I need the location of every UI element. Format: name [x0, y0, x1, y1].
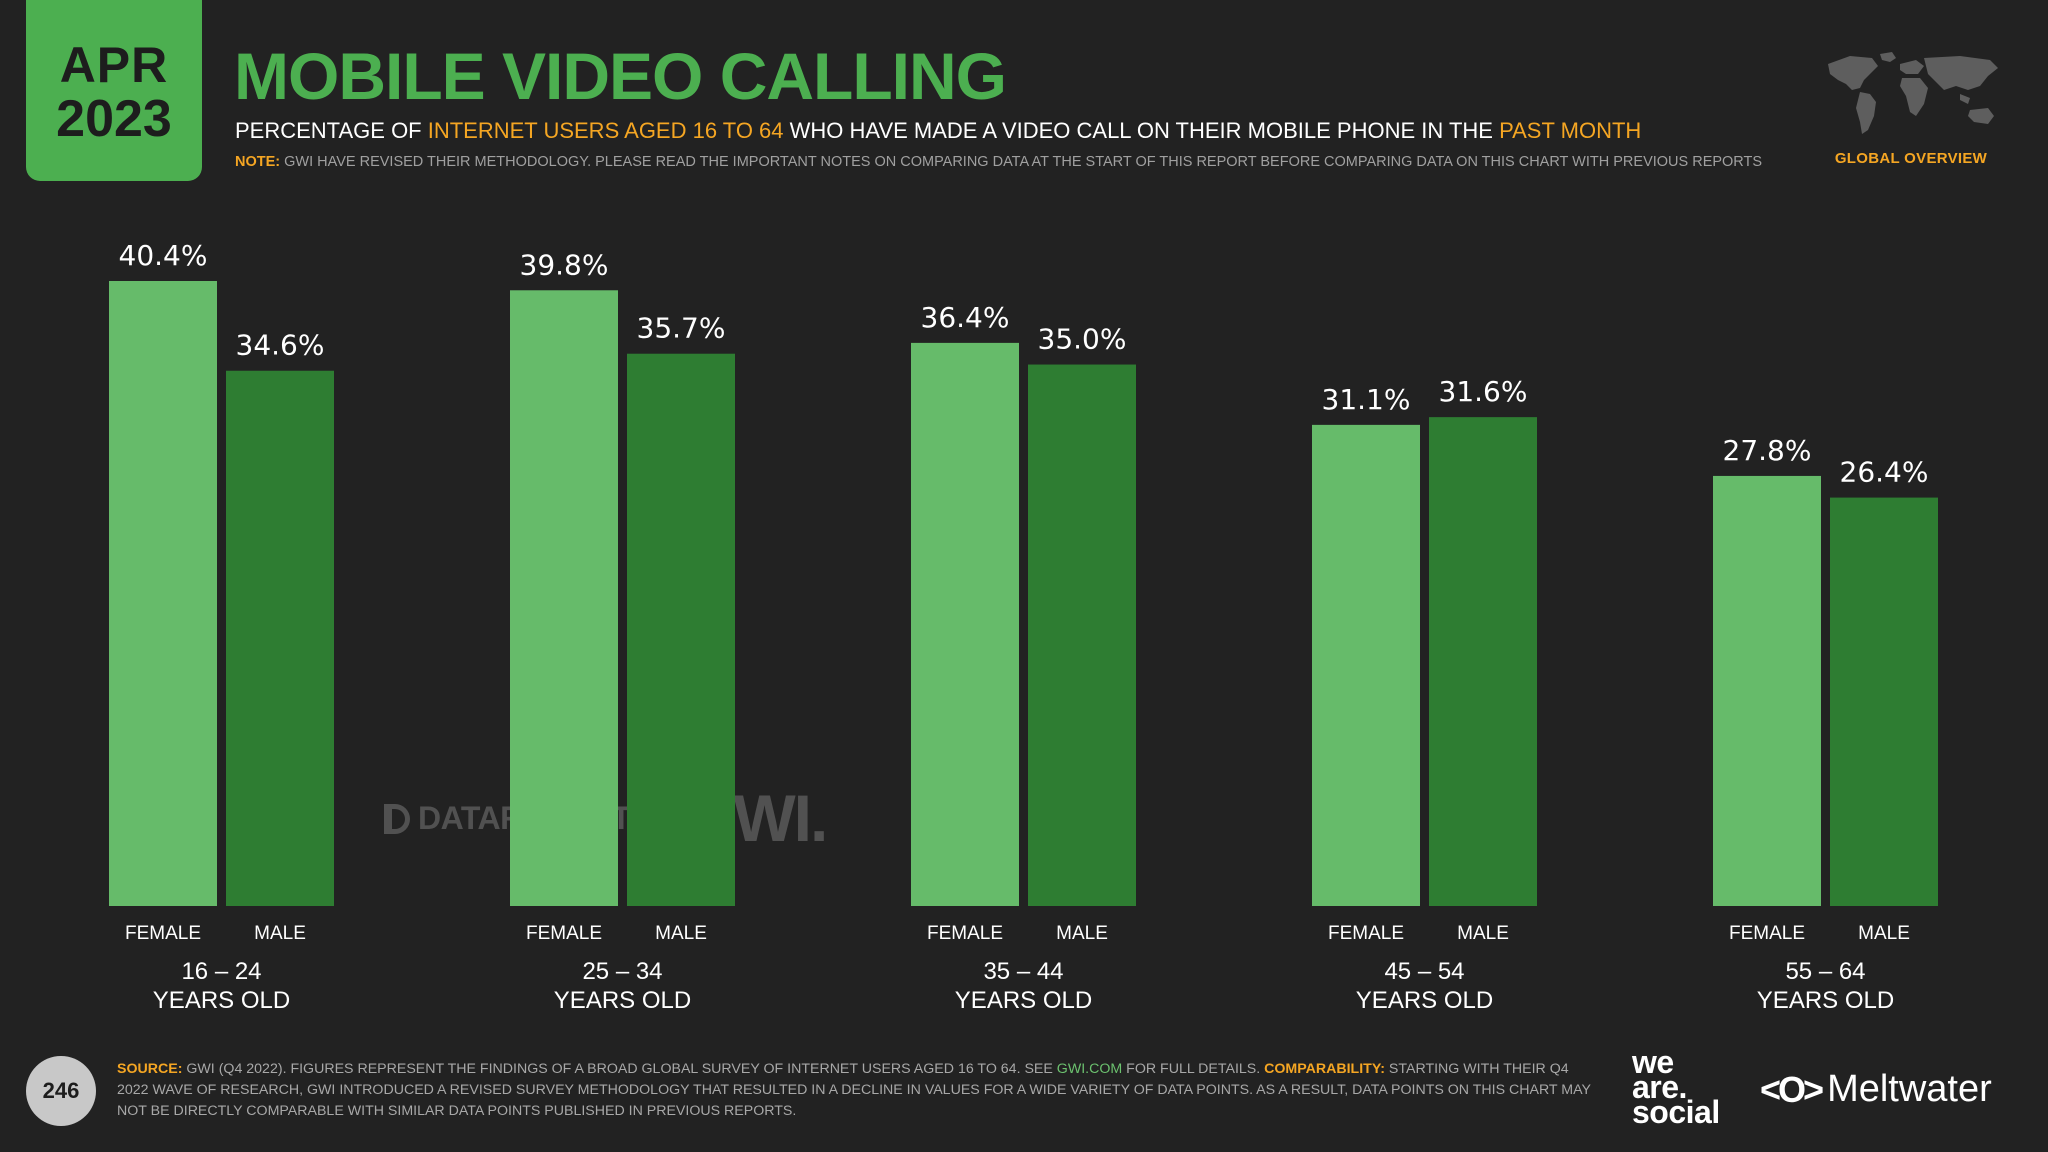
- we-are-social-logo: we are. social: [1632, 1044, 1720, 1130]
- we-are-social-line-2: are.: [1632, 1069, 1687, 1105]
- date-month: APR: [59, 36, 169, 93]
- bar-female-3: [911, 342, 1019, 906]
- gender-label-male-1: MALE: [254, 923, 306, 944]
- bar-value-male-1: 34.6%: [236, 329, 325, 362]
- gender-label-female-5: FEMALE: [1729, 923, 1805, 944]
- meltwater-wordmark: Meltwater: [1827, 1068, 1992, 1110]
- source-link[interactable]: GWI.COM: [1056, 1061, 1123, 1077]
- gender-label-female-4: FEMALE: [1328, 923, 1404, 944]
- bar-male-2: [627, 353, 735, 906]
- meltwater-mark-icon: <O>: [1760, 1068, 1824, 1110]
- bar-value-female-3: 36.4%: [921, 301, 1010, 334]
- gender-label-female-2: FEMALE: [526, 923, 602, 944]
- age-group-range-2: 25 – 34: [582, 958, 662, 985]
- methodology-note: NOTE: GWI HAVE REVISED THEIR METHODOLOGY…: [235, 154, 1762, 170]
- age-group-suffix-2: YEARS OLD: [554, 987, 691, 1014]
- age-group-range-5: 55 – 64: [1785, 958, 1865, 985]
- age-group-range-1: 16 – 24: [181, 958, 261, 985]
- gender-label-male-3: MALE: [1056, 923, 1108, 944]
- gender-label-female-1: FEMALE: [125, 923, 201, 944]
- age-group-range-3: 35 – 44: [983, 958, 1063, 985]
- page-title: MOBILE VIDEO CALLING: [234, 39, 1007, 113]
- age-group-suffix-1: YEARS OLD: [153, 987, 290, 1014]
- bar-female-1: [109, 281, 217, 906]
- bar-female-5: [1713, 475, 1821, 906]
- note-label: NOTE:: [235, 154, 281, 170]
- we-are-social-line-3: social: [1632, 1094, 1720, 1130]
- bar-value-male-5: 26.4%: [1840, 456, 1929, 489]
- bar-male-4: [1429, 417, 1537, 906]
- subtitle-highlight-1: INTERNET USERS AGED 16 TO 64: [427, 118, 784, 143]
- bar-value-male-3: 35.0%: [1038, 323, 1127, 356]
- gender-label-male-2: MALE: [655, 923, 707, 944]
- subtitle-highlight-2: PAST MONTH: [1499, 118, 1642, 143]
- bar-value-male-2: 35.7%: [637, 312, 726, 345]
- datareportal-logo-icon: [384, 803, 410, 834]
- bar-male-5: [1830, 497, 1938, 906]
- bar-female-2: [510, 290, 618, 906]
- bar-male-1: [226, 370, 334, 906]
- we-are-social-line-1: we: [1632, 1044, 1674, 1080]
- gender-label-male-5: MALE: [1858, 923, 1910, 944]
- source-label: SOURCE:: [117, 1061, 183, 1077]
- note-text: GWI HAVE REVISED THEIR METHODOLOGY. PLEA…: [280, 154, 1763, 170]
- age-group-suffix-5: YEARS OLD: [1757, 987, 1894, 1014]
- region-label: GLOBAL OVERVIEW: [1834, 150, 1988, 167]
- source-footnote: SOURCE: GWI (Q4 2022). FIGURES REPRESENT…: [117, 1059, 1597, 1122]
- age-group-suffix-3: YEARS OLD: [955, 987, 1092, 1014]
- subtitle-part-2: WHO HAVE MADE A VIDEO CALL ON THEIR MOBI…: [783, 118, 1500, 143]
- bar-value-male-4: 31.6%: [1439, 375, 1528, 408]
- bar-value-female-4: 31.1%: [1322, 383, 1411, 416]
- page-number: 246: [26, 1056, 96, 1126]
- comparability-label: COMPARABILITY:: [1264, 1061, 1385, 1077]
- comparability-text: STARTING WITH THEIR Q4 2022 WAVE OF RESE…: [117, 1061, 1591, 1119]
- meltwater-logo: <O> Meltwater: [1760, 1068, 1992, 1111]
- age-group-range-4: 45 – 54: [1384, 958, 1464, 985]
- bar-value-female-2: 39.8%: [520, 248, 609, 281]
- chart-subtitle: PERCENTAGE OF INTERNET USERS AGED 16 TO …: [235, 118, 1641, 144]
- source-text-1: GWI (Q4 2022). FIGURES REPRESENT THE FIN…: [182, 1061, 1057, 1077]
- gender-label-female-3: FEMALE: [927, 923, 1003, 944]
- bar-value-female-5: 27.8%: [1723, 434, 1812, 467]
- date-year: 2023: [56, 89, 172, 148]
- bar-female-4: [1312, 424, 1420, 906]
- world-map-icon: [1828, 52, 1998, 134]
- source-text-2: FOR FULL DETAILS.: [1122, 1061, 1265, 1077]
- bar-value-female-1: 40.4%: [119, 239, 208, 272]
- gender-label-male-4: MALE: [1457, 923, 1509, 944]
- bar-male-3: [1028, 364, 1136, 906]
- age-group-suffix-4: YEARS OLD: [1356, 987, 1493, 1014]
- subtitle-part-1: PERCENTAGE OF: [235, 118, 428, 143]
- date-badge: APR 2023: [26, 0, 202, 181]
